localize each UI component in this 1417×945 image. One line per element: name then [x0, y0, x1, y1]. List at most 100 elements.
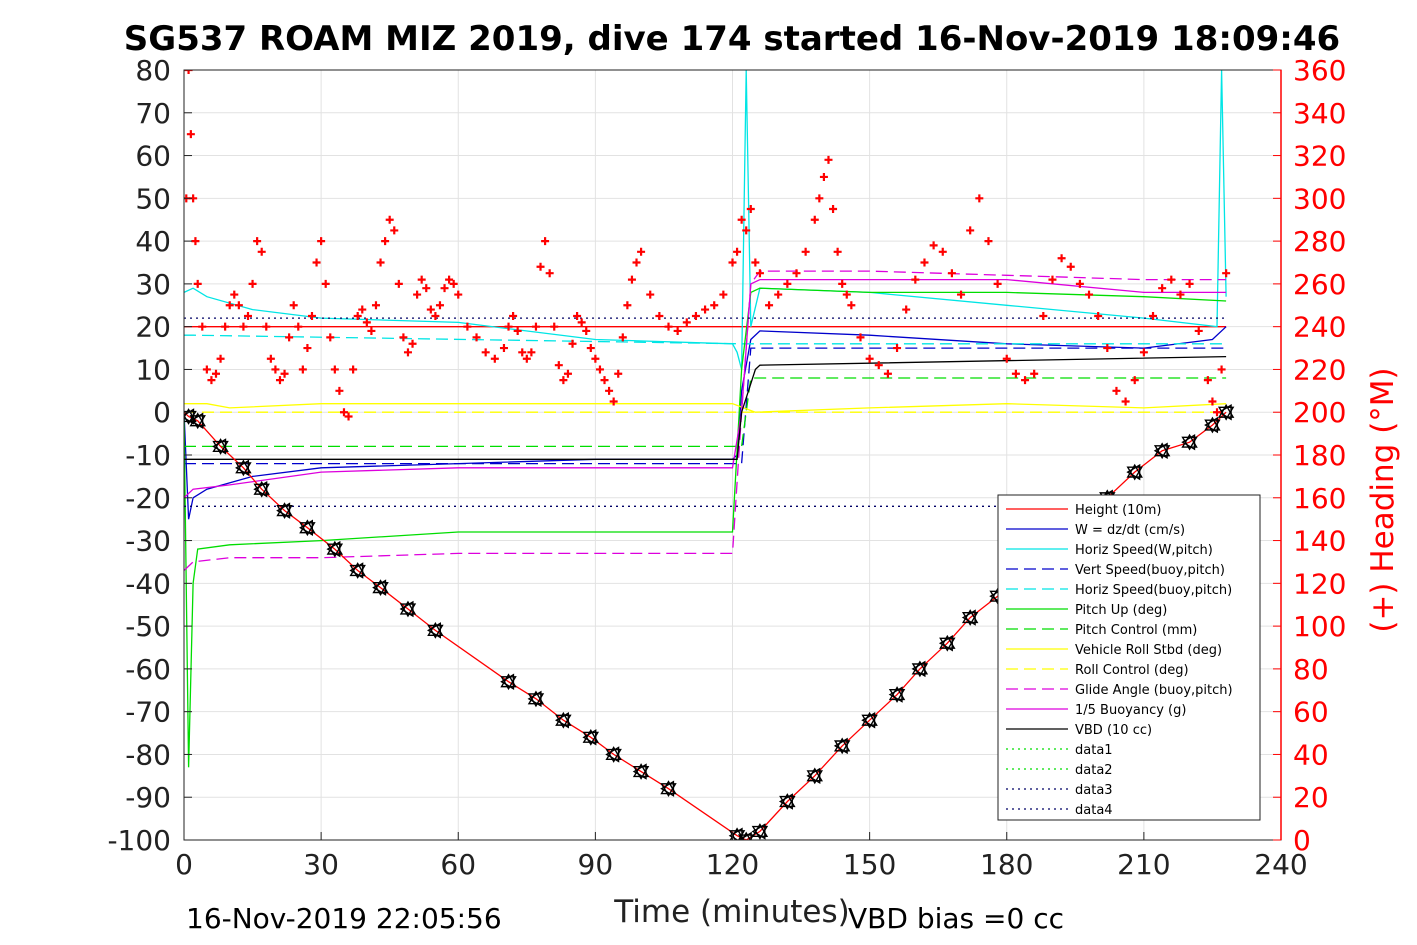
- heading-point: [1112, 386, 1121, 395]
- heading-point: [394, 279, 403, 288]
- legend-entry: Vert Speed(buoy,pitch): [1006, 563, 1225, 578]
- y-tick-label: 70: [135, 97, 171, 130]
- legend-label: Roll Control (deg): [1075, 663, 1189, 678]
- heading-point: [1030, 369, 1039, 378]
- legend-label: Horiz Speed(buoy,pitch): [1075, 583, 1232, 598]
- x-tick-label: 210: [1117, 848, 1170, 881]
- heading-point: [403, 348, 412, 357]
- heading-point: [490, 354, 499, 363]
- depth-marker: [888, 686, 906, 703]
- depth-marker: [349, 562, 366, 579]
- heading-point: [1021, 376, 1030, 385]
- y2-tick-label: 300: [1293, 182, 1346, 215]
- depth-marker: [582, 728, 600, 746]
- heading-point: [193, 279, 202, 288]
- y2-tick-label: 40: [1293, 738, 1329, 771]
- legend-entry: data1: [1006, 743, 1113, 758]
- heading-point: [664, 322, 673, 331]
- heading-point: [1094, 311, 1103, 320]
- heading-point: [1213, 408, 1222, 417]
- heading-point: [417, 275, 426, 284]
- x-tick-label: 180: [980, 848, 1033, 881]
- heading-point: [440, 284, 449, 293]
- heading-layer: [184, 70, 1231, 421]
- heading-point: [522, 354, 531, 363]
- heading-point: [1075, 279, 1084, 288]
- heading-point: [902, 305, 911, 314]
- y-tick-label: -80: [125, 738, 171, 771]
- heading-point: [618, 333, 627, 342]
- y-tick-label: 0: [153, 396, 171, 429]
- y-tick-label: -90: [125, 781, 171, 814]
- heading-point: [431, 311, 440, 320]
- legend-label: Pitch Up (deg): [1075, 603, 1167, 618]
- heading-point: [746, 205, 755, 214]
- heading-point: [582, 326, 591, 335]
- legend-label: 1/5 Buoyancy (g): [1075, 703, 1186, 718]
- legend-entry: Glide Angle (buoy,pitch): [1006, 683, 1233, 698]
- heading-point: [911, 275, 920, 284]
- depth-marker: [235, 459, 252, 477]
- heading-point: [335, 386, 344, 395]
- heading-point: [751, 258, 760, 267]
- heading-point: [248, 279, 257, 288]
- heading-point: [221, 322, 230, 331]
- heading-point: [435, 301, 444, 310]
- heading-point: [577, 318, 586, 327]
- heading-point: [1057, 254, 1066, 263]
- y-tick-label: 80: [135, 54, 171, 87]
- heading-point: [330, 365, 339, 374]
- legend-entry: data3: [1006, 783, 1113, 798]
- heading-point: [385, 215, 394, 224]
- series-line-5: [184, 287, 1227, 768]
- heading-point: [257, 247, 266, 256]
- heading-point: [856, 333, 865, 342]
- depth-marker: [1153, 442, 1171, 460]
- depth-marker: [527, 690, 545, 708]
- heading-point: [783, 279, 792, 288]
- chart-title: SG537 ROAM MIZ 2019, dive 174 started 16…: [124, 19, 1340, 59]
- series-line-3: [184, 347, 1227, 465]
- heading-point: [239, 322, 248, 331]
- series-line-10: [184, 278, 1227, 499]
- y-tick-label: -60: [125, 653, 171, 686]
- depth-marker: [212, 438, 229, 455]
- heading-point: [1121, 397, 1130, 406]
- legend-entry: Roll Control (deg): [1006, 663, 1189, 678]
- depth-marker: [1126, 463, 1143, 481]
- heading-point: [253, 237, 262, 246]
- y2-tick-label: 20: [1293, 781, 1329, 814]
- legend-label: VBD (10 cc): [1075, 723, 1152, 738]
- heading-point: [1217, 365, 1226, 374]
- heading-point: [550, 322, 559, 331]
- depth-marker: [861, 711, 878, 729]
- heading-point: [1130, 376, 1139, 385]
- heading-point: [554, 361, 563, 370]
- heading-point: [710, 301, 719, 310]
- heading-point: [627, 275, 636, 284]
- depth-marker: [427, 622, 444, 639]
- heading-point: [198, 322, 207, 331]
- heading-point: [504, 322, 513, 331]
- heading-point: [527, 348, 536, 357]
- heading-point: [1085, 290, 1094, 299]
- legend-entry: Vehicle Roll Stbd (deg): [1006, 643, 1222, 658]
- heading-point: [824, 155, 833, 164]
- heading-point: [591, 354, 600, 363]
- heading-point: [280, 369, 289, 378]
- y2-tick-label: 100: [1293, 610, 1346, 643]
- heading-point: [842, 290, 851, 299]
- heading-point: [865, 354, 874, 363]
- y2-tick-label: 160: [1293, 482, 1346, 515]
- heading-point: [984, 237, 993, 246]
- legend-label: Pitch Control (mm): [1075, 623, 1197, 638]
- series-line-11: [184, 355, 1227, 460]
- heading-point: [966, 226, 975, 235]
- depth-marker: [554, 711, 572, 729]
- depth-marker: [372, 579, 389, 596]
- legend-label: data3: [1075, 783, 1113, 798]
- y-tick-label: 50: [135, 182, 171, 215]
- footer-timestamp: 16-Nov-2019 22:05:56: [186, 902, 502, 935]
- heading-point: [536, 262, 545, 271]
- heading-point: [568, 339, 577, 348]
